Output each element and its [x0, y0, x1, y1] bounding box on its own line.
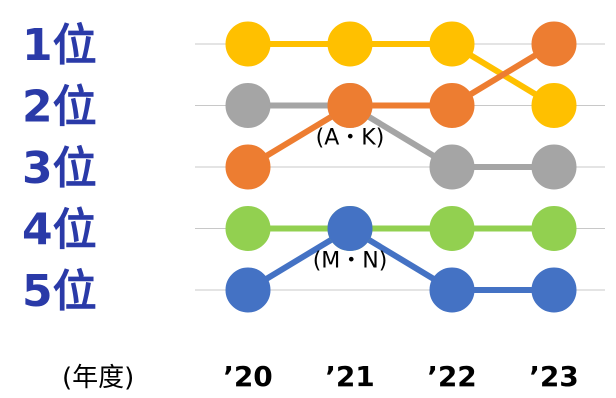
- annotation-label: (M・N): [313, 248, 388, 273]
- rank-label: 2位: [22, 82, 97, 133]
- data-point: [429, 21, 475, 67]
- data-point: [327, 21, 373, 67]
- x-axis-unit-label: (年度): [62, 363, 134, 393]
- x-tick-label: ’21: [325, 360, 375, 393]
- series-line: [246, 41, 556, 170]
- x-tick-label: ’22: [427, 360, 477, 393]
- rank-labels: 1位 2位 3位 4位 5位: [22, 20, 97, 317]
- series-line: [248, 102, 554, 170]
- data-point: [531, 206, 577, 251]
- series-line: [246, 225, 554, 293]
- data-point: [327, 83, 373, 128]
- data-point: [225, 144, 271, 190]
- series-points: [225, 21, 577, 313]
- data-point: [225, 83, 271, 128]
- data-point: [531, 144, 577, 190]
- x-tick-label: ’23: [529, 360, 579, 393]
- data-point: [327, 206, 373, 251]
- data-point: [429, 267, 475, 313]
- x-axis: (年度) ’20 ’21 ’22 ’23: [62, 360, 579, 393]
- data-point: [429, 206, 475, 251]
- data-point: [531, 83, 577, 128]
- data-point: [225, 21, 271, 67]
- data-point: [531, 21, 577, 67]
- data-point: [225, 206, 271, 251]
- data-point: [429, 83, 475, 128]
- rank-label: 4位: [22, 205, 97, 256]
- annotations: (A・K) (M・N): [313, 125, 388, 273]
- rank-label: 5位: [22, 266, 97, 317]
- series-lines: [246, 41, 556, 293]
- rank-label: 3位: [22, 143, 97, 194]
- x-tick-label: ’20: [223, 360, 273, 393]
- rank-label: 1位: [22, 20, 97, 71]
- data-point: [531, 267, 577, 313]
- annotation-label: (A・K): [316, 125, 385, 150]
- data-point: [225, 267, 271, 313]
- data-point: [429, 144, 475, 190]
